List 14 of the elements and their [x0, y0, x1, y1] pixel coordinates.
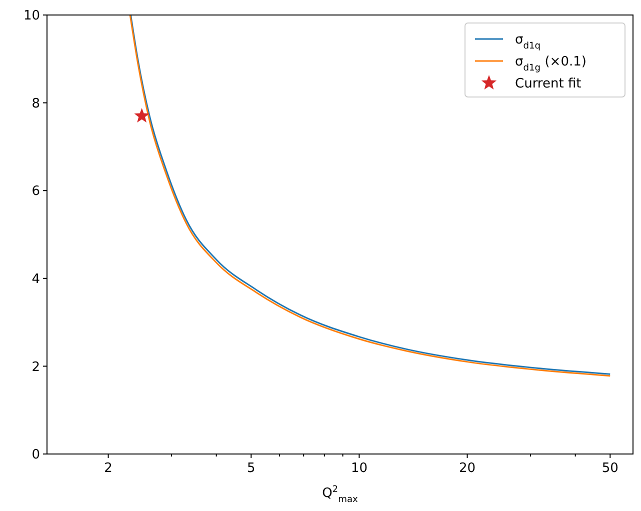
y-tick-label: 10 [23, 8, 40, 24]
y-tick-label: 8 [32, 96, 40, 112]
x-tick-label: 20 [459, 461, 476, 476]
y-tick-label: 2 [32, 360, 40, 375]
x-tick-label: 50 [602, 461, 618, 476]
x-tick-label: 2 [104, 461, 112, 476]
legend-label: σ$_{d1g}$ (×0.1) [515, 54, 586, 74]
legend-label: σ$_{d1q}$ [515, 32, 541, 52]
x-tick-label: 10 [350, 461, 368, 476]
y-tick-label: 6 [32, 184, 40, 200]
y-tick-label: 0 [32, 448, 40, 463]
x-tick-label: 5 [246, 461, 256, 476]
y-tick-label: 4 [32, 272, 40, 287]
legend-label: Current fit [515, 76, 582, 92]
